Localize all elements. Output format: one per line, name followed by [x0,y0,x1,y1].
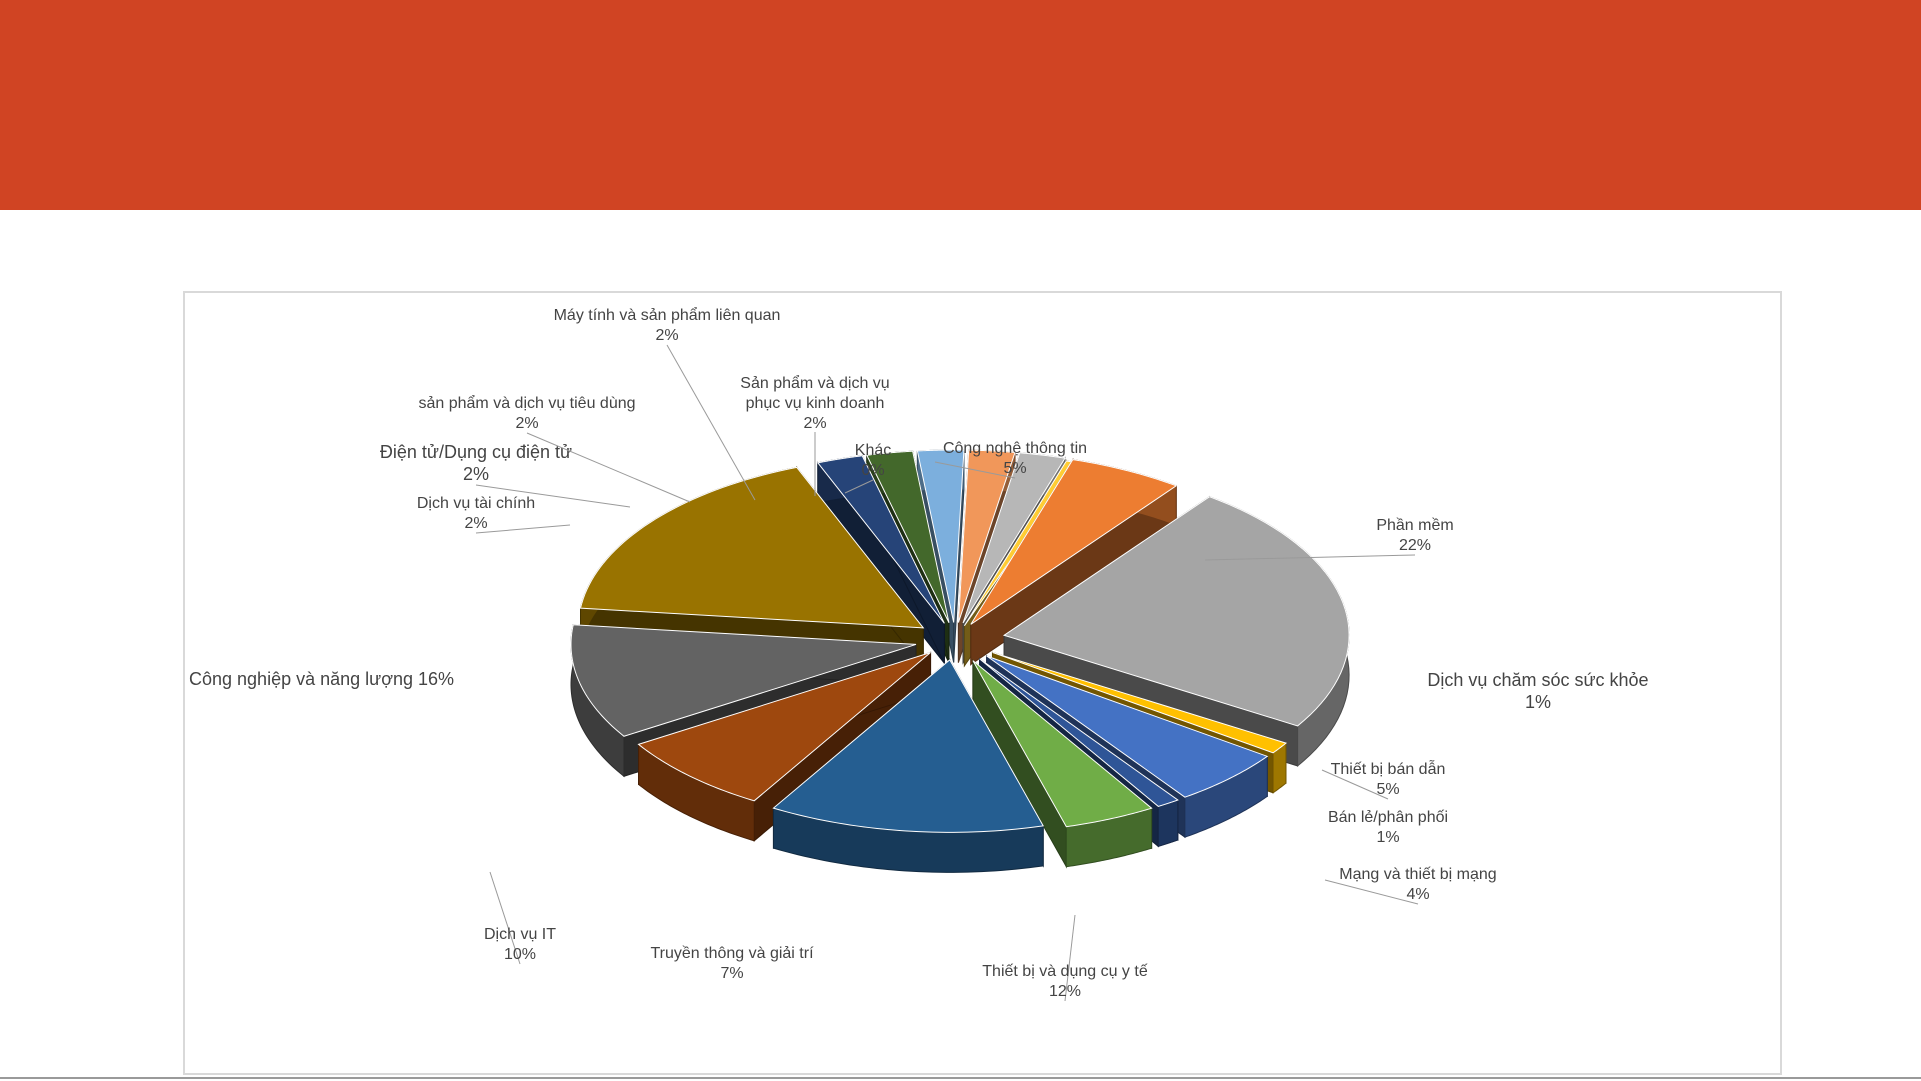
data-label: 1% [1376,829,1399,846]
data-label: Dịch vụ IT [484,926,556,943]
data-label: 5% [1003,460,1026,477]
data-label: phục vụ kinh doanh [746,395,885,412]
data-label: 1% [1525,692,1551,712]
data-label: Công nghệ thông tin [943,440,1087,457]
data-label: 12% [1049,983,1081,1000]
data-label: Dịch vụ chăm sóc sức khỏe [1427,670,1648,690]
leader-line [934,461,1016,479]
leader-line [666,344,756,501]
data-label: Thiết bị và dụng cụ y tế [982,963,1148,980]
data-label: 2% [803,415,826,432]
pie-slice [972,658,1153,869]
leader-line [526,432,691,503]
data-label: 2% [464,515,487,532]
data-label: 0% [861,462,884,479]
leader-line [1064,914,1076,1002]
data-label: Dịch vụ tài chính [417,495,535,512]
data-label: Mạng và thiết bị mạng [1339,866,1496,883]
data-label: Khác [855,442,891,459]
leader-line [844,479,874,494]
data-label: 22% [1399,537,1431,554]
pie-slice [579,465,925,670]
data-label: 4% [1406,886,1429,903]
data-label: Điện tử/Dụng cụ điện tử [380,442,572,462]
data-label: 2% [463,464,489,484]
data-label: Công nghiệp và năng lượng 16% [189,669,454,689]
leader-line [475,524,571,534]
slide-bottom-rule [0,1077,1921,1079]
data-label: 5% [1376,781,1399,798]
leader-line [475,484,631,508]
leader-line [1321,769,1389,800]
leader-line [1324,879,1419,905]
data-label: 2% [655,327,678,344]
pie-slice [970,457,1178,667]
data-label: Bán lẻ/phân phối [1328,809,1448,826]
data-label: Phần mềm [1376,517,1453,534]
data-label: sản phẩm và dịch vụ tiêu dùng [418,394,635,412]
pie-slice [772,657,1045,873]
data-label: Máy tính và sản phẩm liên quan [554,306,781,324]
leader-line [1204,554,1416,561]
slide-title-banner [0,0,1921,210]
data-label: 2% [515,415,538,432]
data-label: Sản phẩm và dịch vụ [740,374,889,392]
leader-line [489,871,521,965]
data-label: 7% [720,965,743,982]
pie-slice [816,455,945,665]
data-label: 10% [504,946,536,963]
data-label: Truyền thông và giải trí [650,945,814,962]
data-label: Thiết bị bán dẫn [1331,759,1446,778]
